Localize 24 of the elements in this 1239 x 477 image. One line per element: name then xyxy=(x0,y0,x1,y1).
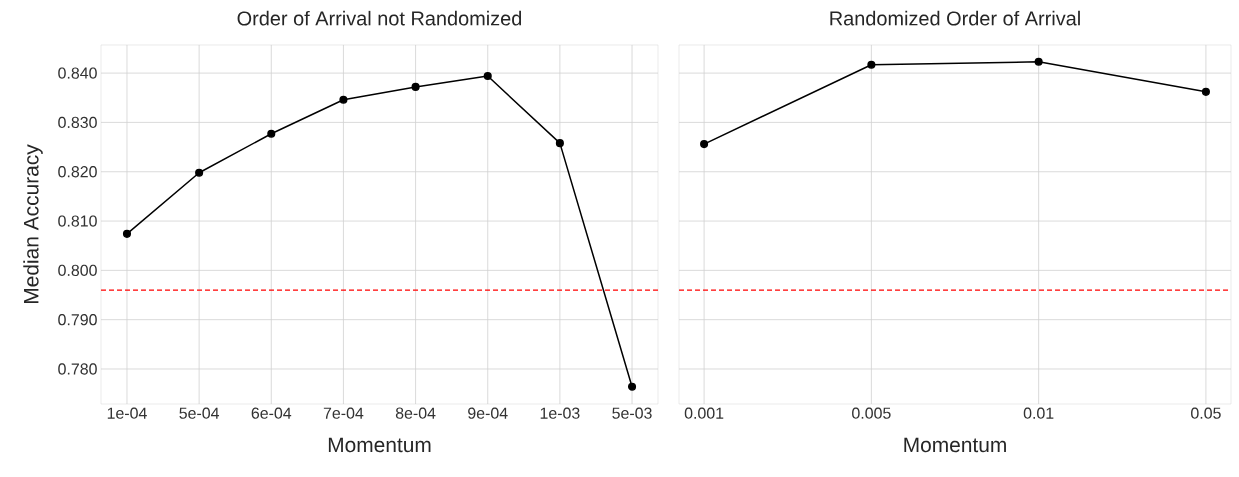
x-tick-label: 0.01 xyxy=(1023,407,1054,419)
x-tick-label: 0.001 xyxy=(684,407,724,419)
x-tick-label: 5e-04 xyxy=(179,407,220,419)
x-tick-label: 0.05 xyxy=(1191,407,1221,419)
x-axis-title: Momentum xyxy=(328,437,431,453)
x-axis-title: Momentum xyxy=(904,437,1006,453)
x-tick-label: 7e-04 xyxy=(323,407,364,419)
chart-title: Order of Arrival not Randomized xyxy=(237,10,522,26)
y-tick-label: 0.790 xyxy=(58,314,97,326)
x-tick-label: 5e-03 xyxy=(612,407,652,419)
x-tick-label: 1e-03 xyxy=(540,407,580,419)
y-axis-title: Median Accuracy xyxy=(23,144,43,304)
chart-title: Randomized Order of Arrival xyxy=(830,10,1080,26)
y-tick-label: 0.830 xyxy=(58,116,97,129)
x-tick-label: 0.005 xyxy=(852,407,891,419)
y-tick-label: 0.800 xyxy=(58,264,97,276)
x-tick-label: 1e-04 xyxy=(107,407,147,419)
y-tick-label: 0.810 xyxy=(58,215,97,227)
x-tick-label: 6e-04 xyxy=(251,407,292,419)
x-tick-label: 8e-04 xyxy=(395,407,436,419)
y-tick-label: 0.820 xyxy=(58,166,97,178)
y-tick-label: 0.780 xyxy=(58,363,97,375)
x-tick-label: 9e-04 xyxy=(468,407,508,419)
y-tick-label: 0.840 xyxy=(58,67,97,79)
